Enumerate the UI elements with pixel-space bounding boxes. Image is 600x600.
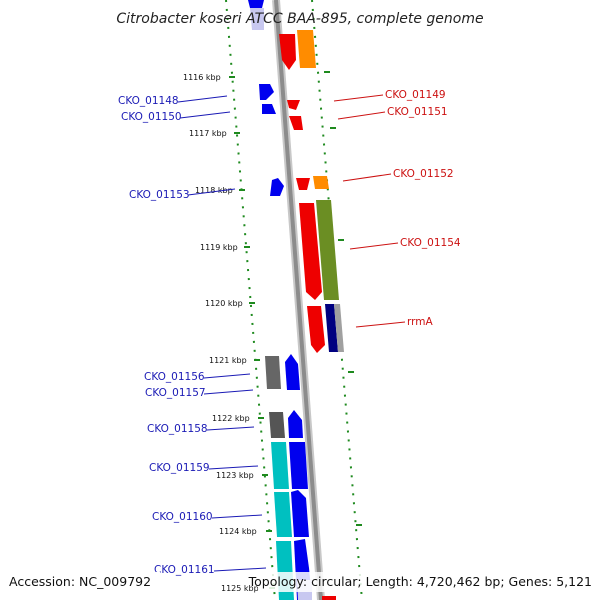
label-cko-01161[interactable]: CKO_01161 — [154, 564, 215, 576]
feature-cko-01158[interactable] — [269, 412, 285, 438]
kbp-tick-1119: 1119 kbp — [200, 243, 238, 252]
feature-cko-01152-red[interactable] — [296, 178, 310, 190]
label-cko-01153[interactable]: CKO_01153 — [129, 189, 190, 201]
accession-text: Accession: NC_009792 — [9, 574, 151, 589]
feature-cko-01149[interactable] — [287, 100, 300, 110]
feature-cko-01157[interactable] — [285, 354, 300, 390]
kbp-tick-1116: 1116 kbp — [183, 73, 221, 82]
label-cko-01154[interactable]: CKO_01154 — [400, 237, 461, 249]
feature-rrma[interactable] — [307, 306, 325, 353]
label-cko-01150[interactable]: CKO_01150 — [121, 111, 182, 123]
feature-cko-01159[interactable] — [271, 442, 289, 489]
map-title: Citrobacter koseri ATCC BAA-895, complet… — [116, 11, 483, 27]
feature-cko-01160[interactable] — [274, 492, 292, 537]
feature-lavender-top[interactable] — [250, 8, 264, 30]
feature-cko-01158-blue[interactable] — [288, 410, 303, 438]
label-cko-01159[interactable]: CKO_01159 — [149, 462, 210, 474]
genome-backbone — [274, 0, 323, 600]
gc-track-outer — [311, 0, 363, 600]
feature-cko-01154[interactable] — [299, 203, 322, 300]
kbp-tick-1118: 1118 kbp — [195, 186, 233, 195]
feature-cko-01160-blue[interactable] — [291, 490, 309, 537]
feature-orange-top[interactable] — [297, 30, 316, 68]
label-cko-01148[interactable]: CKO_01148 — [118, 95, 179, 107]
label-cko-01151[interactable]: CKO_01151 — [387, 106, 448, 118]
kbp-tick-1117: 1117 kbp — [189, 129, 227, 138]
right-label-leaders — [333, 94, 406, 328]
kbp-tick-1122: 1122 kbp — [212, 414, 250, 423]
feature-cko-01148[interactable] — [259, 84, 274, 100]
kbp-tick-1121: 1121 kbp — [209, 356, 247, 365]
kbp-tick-1124: 1124 kbp — [219, 527, 257, 536]
feature-cko-01150[interactable] — [262, 104, 276, 114]
label-cko-01160[interactable]: CKO_01160 — [152, 511, 213, 523]
feature-rrma-gray[interactable] — [334, 304, 344, 352]
label-cko-01149[interactable]: CKO_01149 — [385, 89, 446, 101]
feature-red-top[interactable] — [279, 34, 296, 70]
kbp-ticks: 1116 kbp 1117 kbp 1118 kbp 1119 kbp 1120… — [183, 73, 259, 593]
kbp-tick-1120: 1120 kbp — [205, 299, 243, 308]
feature-cko-01159-blue[interactable] — [289, 442, 308, 489]
feature-cko-01152-orange[interactable] — [313, 176, 329, 189]
feature-cko-01154-olive[interactable] — [316, 200, 339, 300]
label-cko-01156[interactable]: CKO_01156 — [144, 371, 205, 383]
feature-red-bottom-partial[interactable] — [322, 596, 336, 600]
label-cko-01157[interactable]: CKO_01157 — [145, 387, 206, 399]
feature-cko-01156[interactable] — [265, 356, 281, 389]
gc-highlight-ticks — [324, 71, 362, 526]
genome-summary-text: Topology: circular; Length: 4,720,462 bp… — [248, 574, 592, 589]
footer-accession-bg — [6, 572, 160, 592]
feature-rrma-navy[interactable] — [325, 304, 338, 352]
label-cko-01152[interactable]: CKO_01152 — [393, 168, 454, 180]
label-rrma[interactable]: rrmA — [407, 316, 433, 328]
feature-blue-top-partial[interactable] — [248, 0, 264, 8]
label-cko-01158[interactable]: CKO_01158 — [147, 423, 208, 435]
footer-summary-bg — [258, 572, 598, 592]
kbp-tick-1123: 1123 kbp — [216, 471, 254, 480]
feature-cko-01153[interactable] — [270, 178, 284, 196]
kbp-tick-1125: 1125 kbp — [221, 584, 259, 593]
left-label-leaders — [177, 95, 267, 572]
gc-track-inner — [225, 0, 276, 600]
feature-cko-01151[interactable] — [289, 116, 303, 130]
